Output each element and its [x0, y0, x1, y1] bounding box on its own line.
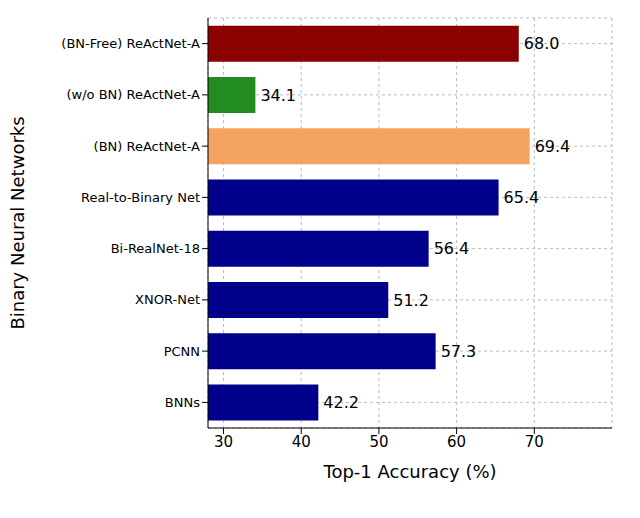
svg-text:(w/o BN) ReActNet-A: (w/o BN) ReActNet-A [67, 87, 201, 102]
svg-text:Real-to-Binary Net: Real-to-Binary Net [81, 190, 200, 205]
svg-text:(BN-Free) ReActNet-A: (BN-Free) ReActNet-A [61, 36, 200, 51]
svg-text:30: 30 [214, 433, 233, 451]
svg-text:69.4: 69.4 [535, 137, 571, 156]
svg-text:40: 40 [292, 433, 311, 451]
svg-text:51.2: 51.2 [393, 291, 429, 310]
svg-text:60: 60 [447, 433, 466, 451]
svg-text:Top-1 Accuracy (%): Top-1 Accuracy (%) [322, 461, 496, 482]
svg-text:65.4: 65.4 [504, 188, 540, 207]
svg-text:34.1: 34.1 [260, 86, 296, 105]
svg-text:(BN) ReActNet-A: (BN) ReActNet-A [94, 139, 201, 154]
svg-text:Binary Neural Networks: Binary Neural Networks [8, 116, 28, 329]
svg-text:XNOR-Net: XNOR-Net [135, 292, 200, 307]
svg-text:70: 70 [525, 433, 544, 451]
svg-text:57.3: 57.3 [441, 342, 477, 361]
svg-text:68.0: 68.0 [524, 34, 560, 53]
svg-text:PCNN: PCNN [164, 344, 200, 359]
svg-text:BNNs: BNNs [165, 395, 200, 410]
svg-text:Bi-RealNet-18: Bi-RealNet-18 [111, 241, 200, 256]
svg-text:50: 50 [369, 433, 388, 451]
svg-text:56.4: 56.4 [434, 239, 470, 258]
svg-text:42.2: 42.2 [323, 393, 359, 412]
